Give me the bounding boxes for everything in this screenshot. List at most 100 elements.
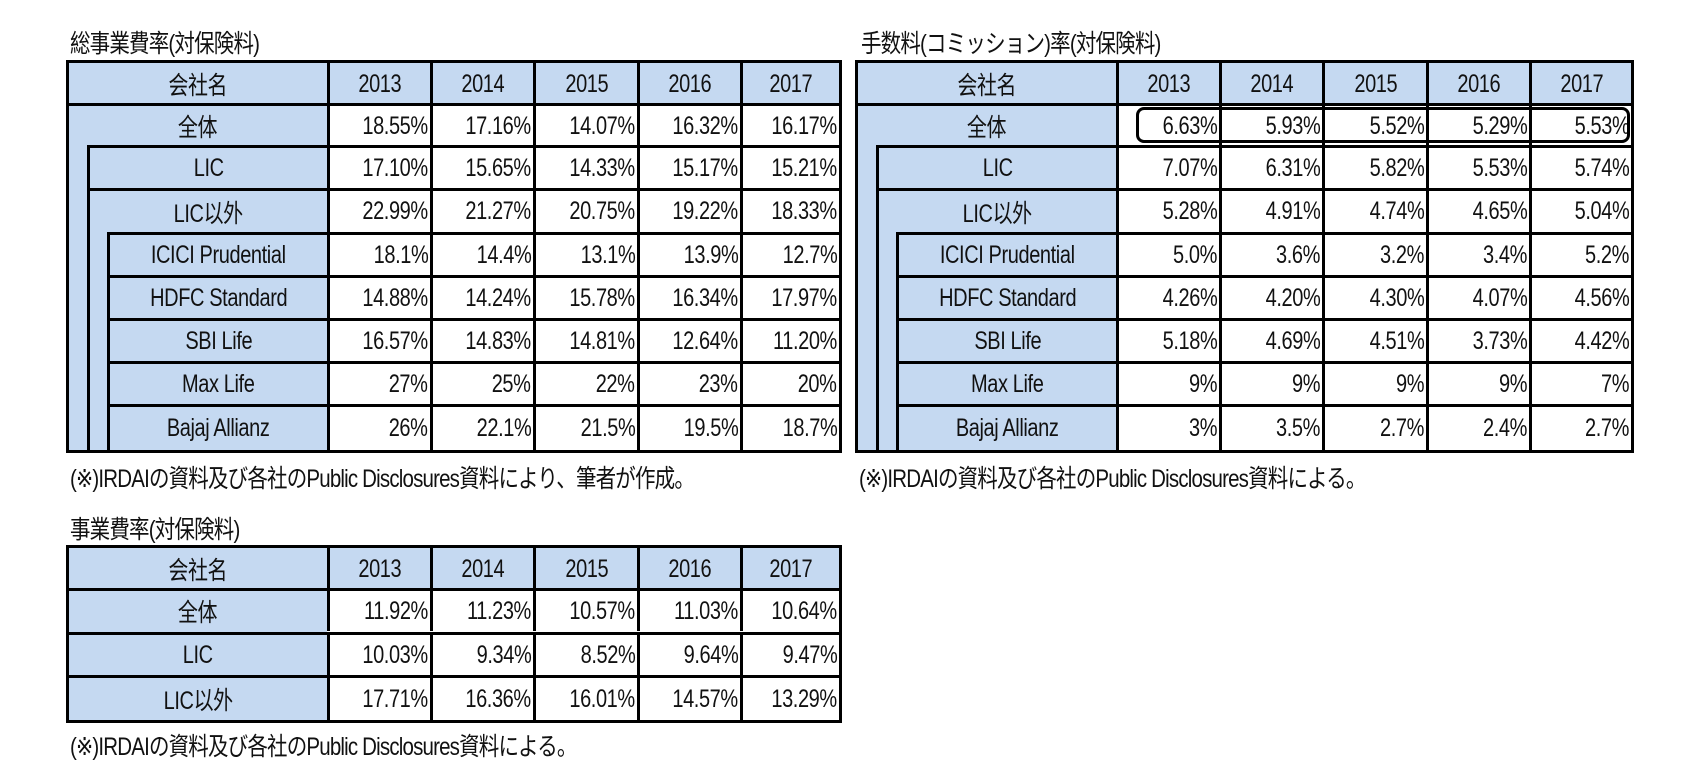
header-year: 2013 (327, 548, 430, 590)
source-note: (※)IRDAIの資料及び各社のPublic Disclosures資料により、… (70, 465, 695, 493)
divider (876, 188, 1631, 191)
value-cell: 2.7% (1322, 407, 1426, 450)
table-row: HDFC Standard 14.88% 14.24% 15.78% 16.34… (69, 278, 839, 318)
value-cell: 14.4% (430, 235, 533, 275)
table-title-operating-expense-ratio: 事業費率(対保険料) (70, 516, 240, 544)
row-name: LIC (90, 148, 327, 188)
row-name: LIC (879, 148, 1116, 188)
table-row: ICICI Prudential 18.1% 14.4% 13.1% 13.9%… (69, 235, 839, 275)
source-note: (※)IRDAIの資料及び各社のPublic Disclosures資料による。 (859, 465, 1366, 493)
value-cell: 3.4% (1426, 235, 1529, 275)
header-row: 会社名 2013 2014 2015 2016 2017 (69, 548, 839, 590)
value-cell: 14.83% (430, 321, 533, 361)
value-cell: 18.55% (327, 106, 430, 146)
divider (896, 275, 1631, 278)
value-cell: 16.34% (637, 278, 740, 318)
row-name: 全体 (69, 106, 327, 146)
value-cell: 9% (1322, 364, 1426, 404)
table-row: Bajaj Allianz 3% 3.5% 2.7% 2.4% 2.7% (858, 407, 1631, 450)
value-cell: 11.23% (430, 591, 533, 631)
value-cell: 18.7% (740, 407, 839, 450)
header-year: 2014 (430, 548, 533, 590)
value-cell: 5.2% (1529, 235, 1631, 275)
divider (107, 275, 839, 278)
table-row: ICICI Prudential 5.0% 3.6% 3.2% 3.4% 5.2… (858, 235, 1631, 275)
row-name: LIC以外 (90, 191, 327, 232)
indent-line (876, 145, 879, 450)
value-cell: 4.51% (1322, 321, 1426, 361)
value-cell: 3.2% (1322, 235, 1426, 275)
table-title-commission-ratio: 手数料(コミッション)率(対保険料) (861, 30, 1161, 58)
header-year: 2017 (740, 63, 839, 105)
value-cell: 4.30% (1322, 278, 1426, 318)
value-cell: 4.69% (1219, 321, 1322, 361)
source-note: (※)IRDAIの資料及び各社のPublic Disclosures資料による。 (70, 733, 577, 761)
header-year: 2014 (1219, 63, 1322, 105)
row-name: ICICI Prudential (110, 235, 327, 275)
value-cell: 9% (1116, 364, 1219, 404)
value-cell: 14.24% (430, 278, 533, 318)
row-name: 全体 (858, 106, 1116, 146)
value-cell: 4.91% (1219, 191, 1322, 232)
value-cell: 9.34% (430, 635, 533, 675)
value-cell: 17.10% (327, 148, 430, 188)
value-cell: 11.03% (637, 591, 740, 631)
value-cell: 14.81% (533, 321, 637, 361)
value-cell: 4.74% (1322, 191, 1426, 232)
header-year: 2014 (430, 63, 533, 105)
value-cell: 3.6% (1219, 235, 1322, 275)
value-cell: 15.17% (637, 148, 740, 188)
divider (107, 318, 839, 321)
value-cell: 5.28% (1116, 191, 1219, 232)
table-row: HDFC Standard 4.26% 4.20% 4.30% 4.07% 4.… (858, 278, 1631, 318)
value-cell: 17.71% (327, 678, 430, 720)
header-year: 2016 (637, 63, 740, 105)
value-cell: 16.01% (533, 678, 637, 720)
value-cell: 5.82% (1322, 148, 1426, 188)
value-cell: 17.97% (740, 278, 839, 318)
value-cell: 12.7% (740, 235, 839, 275)
indent-line (896, 232, 899, 450)
divider (87, 188, 839, 191)
value-cell: 9% (1219, 364, 1322, 404)
table-operating-expense-ratio: 会社名 2013 2014 2015 2016 2017 全体 11.92% 1… (66, 545, 842, 723)
value-cell: 20% (740, 364, 839, 404)
value-cell: 2.7% (1529, 407, 1631, 450)
value-cell: 15.65% (430, 148, 533, 188)
value-cell: 14.88% (327, 278, 430, 318)
value-cell: 14.07% (533, 106, 637, 146)
value-cell: 22.1% (430, 407, 533, 450)
value-cell: 10.03% (327, 635, 430, 675)
divider (87, 145, 839, 148)
table-row: LIC 10.03% 9.34% 8.52% 9.64% 9.47% (69, 635, 839, 675)
value-cell: 4.07% (1426, 278, 1529, 318)
value-cell: 13.9% (637, 235, 740, 275)
table-row: LIC 7.07% 6.31% 5.82% 5.53% 5.74% (858, 148, 1631, 188)
value-cell: 11.20% (740, 321, 839, 361)
row-name: HDFC Standard (899, 278, 1116, 318)
row-name: Bajaj Allianz (899, 407, 1116, 450)
table-row: LIC以外 22.99% 21.27% 20.75% 19.22% 18.33% (69, 191, 839, 232)
table-row: LIC以外 5.28% 4.91% 4.74% 4.65% 5.04% (858, 191, 1631, 232)
value-cell: 7% (1529, 364, 1631, 404)
divider (858, 103, 1631, 106)
value-cell: 18.1% (327, 235, 430, 275)
value-cell: 16.57% (327, 321, 430, 361)
header-company-name: 会社名 (69, 63, 327, 105)
value-cell: 5.74% (1529, 148, 1631, 188)
value-cell: 4.42% (1529, 321, 1631, 361)
value-cell: 6.63% (1116, 106, 1219, 146)
value-cell: 11.92% (327, 591, 430, 631)
indent-line (107, 232, 110, 450)
header-year: 2015 (1322, 63, 1426, 105)
value-cell: 5.04% (1529, 191, 1631, 232)
value-cell: 16.17% (740, 106, 839, 146)
value-cell: 5.0% (1116, 235, 1219, 275)
divider (876, 145, 1631, 148)
value-cell: 4.65% (1426, 191, 1529, 232)
value-cell: 5.93% (1219, 106, 1322, 146)
divider (69, 632, 839, 635)
value-cell: 5.53% (1529, 106, 1631, 146)
header-year: 2016 (1426, 63, 1529, 105)
table-row: Max Life 27% 25% 22% 23% 20% (69, 364, 839, 404)
